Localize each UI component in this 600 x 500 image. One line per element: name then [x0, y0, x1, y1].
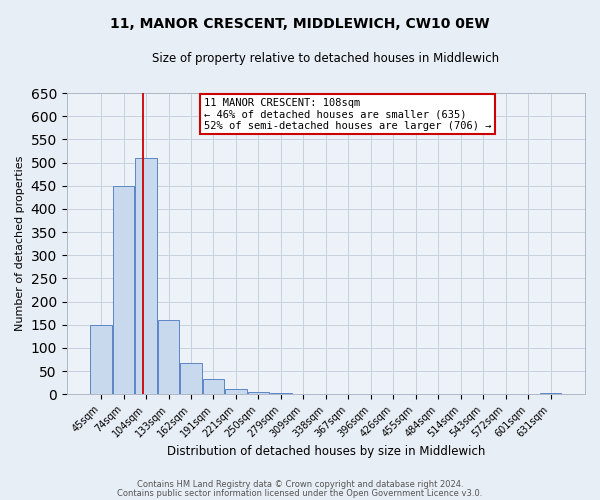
- Bar: [158, 320, 179, 394]
- Bar: [90, 324, 112, 394]
- Bar: [113, 186, 134, 394]
- Text: Contains HM Land Registry data © Crown copyright and database right 2024.: Contains HM Land Registry data © Crown c…: [137, 480, 463, 489]
- Text: 11 MANOR CRESCENT: 108sqm
← 46% of detached houses are smaller (635)
52% of semi: 11 MANOR CRESCENT: 108sqm ← 46% of detac…: [204, 98, 491, 131]
- Text: Contains public sector information licensed under the Open Government Licence v3: Contains public sector information licen…: [118, 488, 482, 498]
- Title: Size of property relative to detached houses in Middlewich: Size of property relative to detached ho…: [152, 52, 499, 66]
- Bar: [248, 392, 269, 394]
- Text: 11, MANOR CRESCENT, MIDDLEWICH, CW10 0EW: 11, MANOR CRESCENT, MIDDLEWICH, CW10 0EW: [110, 18, 490, 32]
- Y-axis label: Number of detached properties: Number of detached properties: [15, 156, 25, 332]
- Bar: [180, 363, 202, 394]
- X-axis label: Distribution of detached houses by size in Middlewich: Distribution of detached houses by size …: [167, 444, 485, 458]
- Bar: [225, 388, 247, 394]
- Bar: [203, 380, 224, 394]
- Bar: [135, 158, 157, 394]
